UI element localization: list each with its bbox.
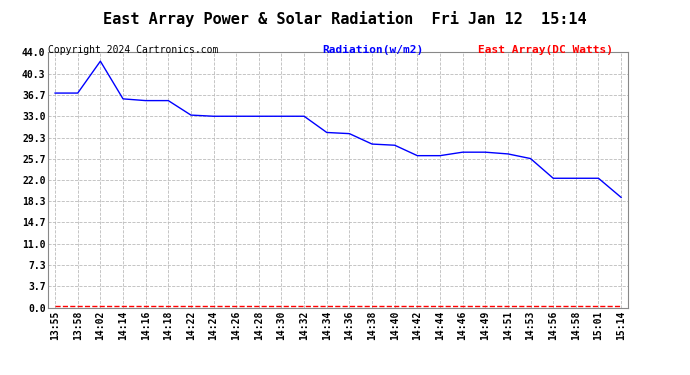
- Text: Copyright 2024 Cartronics.com: Copyright 2024 Cartronics.com: [48, 45, 219, 55]
- Text: East Array Power & Solar Radiation  Fri Jan 12  15:14: East Array Power & Solar Radiation Fri J…: [104, 11, 586, 27]
- Text: East Array(DC Watts): East Array(DC Watts): [477, 45, 613, 55]
- Text: Radiation(w/m2): Radiation(w/m2): [322, 45, 423, 55]
